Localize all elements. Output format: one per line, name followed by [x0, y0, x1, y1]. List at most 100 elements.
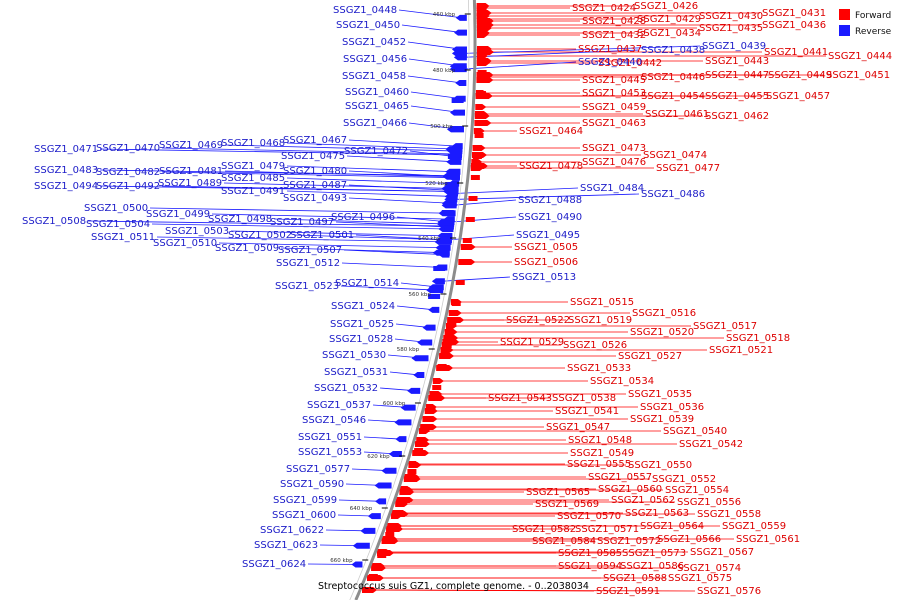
reverse-gene-feature	[374, 482, 392, 489]
forward-gene-label: SSGZ1_0559	[722, 521, 786, 532]
reverse-leader-line	[99, 169, 457, 177]
reverse-gene-feature	[426, 287, 444, 294]
reverse-gene-feature	[455, 14, 467, 21]
reverse-leader-line	[450, 216, 517, 223]
reverse-gene-label: SSGZ1_0492	[96, 181, 160, 192]
forward-gene-label: SSGZ1_0549	[570, 448, 634, 459]
reverse-leader-line	[149, 207, 452, 214]
forward-gene-feature	[444, 329, 458, 335]
reverse-gene-label: SSGZ1_0498	[208, 214, 272, 225]
reverse-leader-line	[161, 171, 456, 179]
forward-gene-label: SSGZ1_0539	[630, 414, 694, 425]
forward-gene-label: SSGZ1_0567	[690, 547, 754, 558]
forward-gene-label: SSGZ1_0521	[709, 345, 773, 356]
tick-label: 640 kbp	[350, 506, 373, 512]
forward-gene-feature	[448, 310, 462, 316]
reverse-leader-line	[224, 170, 456, 178]
reverse-gene-feature	[428, 306, 440, 313]
reverse-gene-label: SSGZ1_0494	[34, 181, 98, 192]
reverse-gene-label: SSGZ1_0488	[518, 195, 582, 206]
forward-gene-feature	[371, 565, 387, 571]
forward-gene-label: SSGZ1_0441	[764, 47, 828, 58]
reverse-gene-label: SSGZ1_0507	[278, 245, 342, 256]
reverse-gene-label: SSGZ1_0480	[283, 166, 347, 177]
genome-caption: Streptococcus suis GZ1, complete genome.…	[318, 581, 589, 592]
forward-gene-label: SSGZ1_0431	[762, 8, 826, 19]
forward-gene-label: SSGZ1_0429	[637, 14, 701, 25]
reverse-gene-label: SSGZ1_0484	[580, 183, 644, 194]
forward-gene-label: SSGZ1_0447	[705, 70, 769, 81]
reverse-leader-line	[286, 177, 456, 185]
reverse-gene-label: SSGZ1_0600	[272, 510, 336, 521]
forward-gene-label: SSGZ1_0555	[567, 459, 631, 470]
reverse-gene-label: SSGZ1_0440	[578, 57, 642, 68]
forward-gene-label: SSGZ1_0449	[768, 70, 832, 81]
forward-gene-label: SSGZ1_0473	[582, 143, 646, 154]
forward-gene-feature	[477, 70, 487, 75]
forward-gene-feature	[470, 175, 480, 180]
reverse-gene-feature	[437, 238, 450, 243]
forward-gene-label: SSGZ1_0455	[705, 91, 769, 102]
reverse-gene-label: SSGZ1_0467	[283, 135, 347, 146]
reverse-gene-feature	[407, 387, 421, 394]
reverse-gene-feature	[375, 498, 387, 505]
forward-gene-label: SSGZ1_0561	[736, 534, 800, 545]
reverse-leader-line	[293, 234, 448, 241]
reverse-gene-label: SSGZ1_0590	[280, 479, 344, 490]
forward-gene-label: SSGZ1_0543	[488, 393, 552, 404]
reverse-leader-line	[447, 234, 515, 241]
reverse-leader-line	[348, 170, 456, 178]
forward-gene-label: SSGZ1_0542	[679, 439, 743, 450]
reverse-leader-line	[452, 199, 517, 206]
forward-gene-label: SSGZ1_0585	[558, 548, 622, 559]
reverse-gene-label: SSGZ1_0483	[34, 165, 98, 176]
forward-gene-label: SSGZ1_0505	[514, 242, 578, 253]
reverse-gene-label: SSGZ1_0465	[345, 101, 409, 112]
reverse-leader-line	[286, 165, 457, 173]
reverse-gene-feature	[381, 467, 397, 474]
forward-gene-label: SSGZ1_0565	[526, 487, 590, 498]
forward-gene-feature	[476, 91, 486, 96]
forward-gene-feature	[475, 104, 487, 110]
forward-gene-feature	[477, 28, 487, 33]
forward-gene-feature	[437, 364, 447, 369]
reverse-gene-feature	[394, 419, 412, 426]
reverse-leader-line	[398, 9, 463, 19]
reverse-gene-label: SSGZ1_0479	[221, 161, 285, 172]
reverse-gene-label: SSGZ1_0466	[343, 118, 407, 129]
reverse-gene-label: SSGZ1_0470	[96, 143, 160, 154]
reverse-gene-feature	[447, 190, 459, 197]
reverse-gene-feature	[442, 173, 460, 180]
forward-gene-label: SSGZ1_0434	[637, 28, 701, 39]
reverse-gene-label: SSGZ1_0503	[165, 226, 229, 237]
reverse-gene-label: SSGZ1_0489	[158, 178, 222, 189]
forward-gene-feature	[476, 58, 492, 64]
reverse-gene-feature	[444, 196, 458, 203]
forward-gene-label: SSGZ1_0534	[590, 376, 654, 387]
forward-gene-label: SSGZ1_0519	[568, 315, 632, 326]
forward-gene-feature	[439, 353, 455, 359]
forward-gene-label: SSGZ1_0569	[535, 499, 599, 510]
reverse-leader-line	[454, 187, 579, 194]
reverse-gene-feature	[451, 98, 464, 103]
forward-gene-label: SSGZ1_0477	[656, 163, 720, 174]
forward-gene-feature	[447, 317, 465, 323]
forward-gene-feature	[473, 128, 485, 134]
forward-gene-feature	[477, 7, 487, 12]
forward-gene-label: SSGZ1_0437	[578, 44, 642, 55]
forward-gene-feature	[472, 145, 486, 151]
forward-gene-label: SSGZ1_0506	[514, 257, 578, 268]
reverse-gene-label: SSGZ1_0599	[273, 495, 337, 506]
reverse-gene-label: SSGZ1_0448	[333, 5, 397, 16]
forward-gene-label: SSGZ1_0564	[640, 521, 704, 532]
reverse-gene-label: SSGZ1_0528	[329, 334, 393, 345]
forward-gene-label: SSGZ1_0522	[506, 315, 570, 326]
reverse-leader-line	[407, 75, 463, 84]
reverse-gene-feature	[352, 542, 370, 549]
reverse-gene-label: SSGZ1_0452	[342, 37, 406, 48]
forward-gene-feature	[451, 301, 461, 306]
reverse-gene-label: SSGZ1_0460	[345, 87, 409, 98]
forward-gene-label: SSGZ1_0527	[618, 351, 682, 362]
reverse-leader-line	[280, 247, 446, 254]
